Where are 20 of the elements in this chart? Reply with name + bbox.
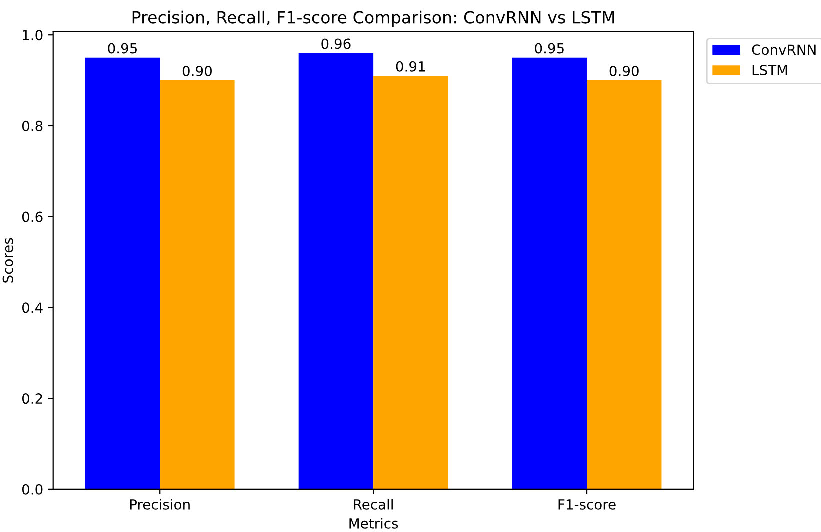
- data-label: 0.90: [610, 66, 639, 76]
- chart-title: Precision, Recall, F1-score Comparison: ConvRNN vs LSTM: [132, 10, 614, 28]
- y-tick-label: 0.8: [22, 120, 43, 132]
- x-tick-label: F1-score: [558, 500, 616, 510]
- data-label: 0.91: [396, 61, 426, 72]
- legend-label: ConvRNN: [752, 44, 816, 56]
- x-axis-title: Metrics: [350, 518, 398, 529]
- y-tick-label: 0.2: [22, 394, 42, 404]
- y-tick-label: 0.4: [22, 302, 43, 314]
- y-tick-label: 0.6: [22, 212, 43, 222]
- data-label: 0.95: [535, 43, 564, 54]
- data-label: 0.95: [108, 43, 137, 54]
- legend-label: LSTM: [752, 65, 788, 76]
- x-tick-label: Precision: [130, 499, 190, 510]
- x-tick-label: Recall: [354, 499, 393, 510]
- y-tick-label: 0.0: [22, 484, 43, 495]
- y-tick-label: 1.0: [23, 30, 43, 41]
- data-label: 0.90: [182, 66, 212, 76]
- data-label: 0.96: [322, 38, 351, 50]
- y-axis-title: Scores: [2, 238, 14, 283]
